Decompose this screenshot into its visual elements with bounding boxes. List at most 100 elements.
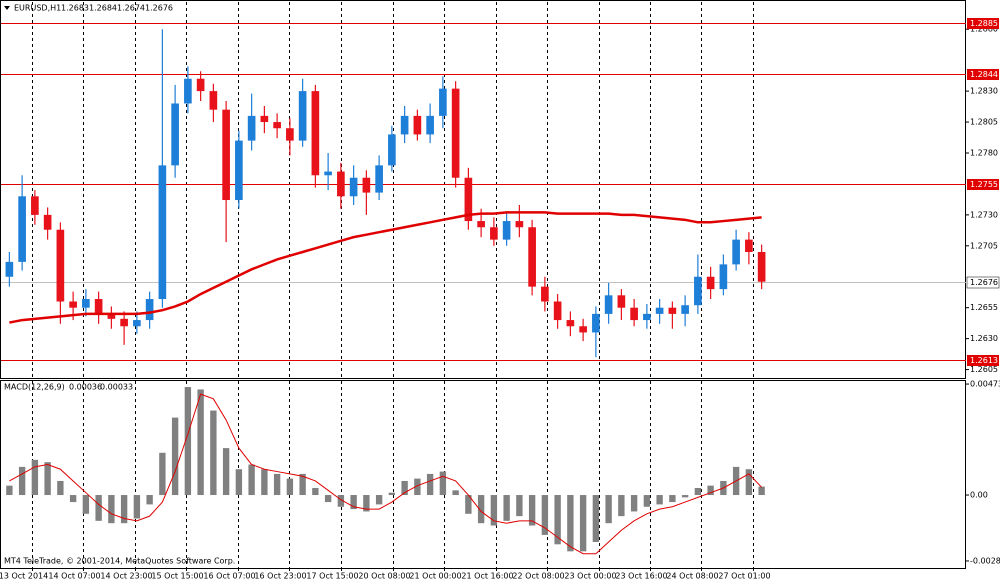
histogram-bar (401, 480, 408, 496)
y-tick-label: 1.2630 (970, 334, 998, 343)
y-tick-label: 1.2880 (970, 25, 998, 34)
histogram-bar (299, 473, 306, 496)
histogram-bar (477, 495, 485, 524)
histogram-bar (44, 462, 51, 496)
y-tick-label: 1.2605 (970, 365, 998, 374)
histogram-bar (184, 387, 192, 496)
candle-body (541, 286, 549, 302)
candle-body (426, 115, 434, 135)
candle-body (56, 229, 65, 302)
candle-body (235, 140, 243, 201)
x-tick-label: 21 Oct 00:00 (409, 572, 461, 581)
candle-body (388, 134, 396, 166)
bid-label-box (966, 276, 1000, 289)
candle-body (31, 196, 39, 215)
candle-body (311, 91, 320, 176)
signal-value: 0.00033 (100, 383, 133, 392)
candle-body (43, 214, 52, 230)
candle-body (184, 78, 192, 104)
histogram-bar (656, 495, 663, 505)
level-label-box (967, 18, 999, 29)
histogram-bar (465, 495, 472, 514)
histogram-bar (516, 495, 523, 517)
histogram-bar (57, 480, 64, 496)
macd-title: MACD(12,26,9) (4, 383, 65, 392)
candle-body (732, 239, 740, 265)
histogram-bar (197, 389, 204, 496)
histogram-bar (579, 495, 587, 552)
candle-body (477, 221, 485, 228)
candle-body (617, 295, 626, 308)
candle-body (18, 196, 26, 262)
candle-body (400, 115, 409, 135)
candle-body (5, 261, 14, 277)
candle-body (349, 177, 358, 197)
histogram-bar (337, 495, 345, 507)
candle-body (451, 88, 460, 178)
candle-body (273, 122, 281, 129)
histogram-bar (6, 485, 13, 496)
candle-body (706, 276, 715, 290)
x-tick-label: 21 Oct 16:00 (461, 572, 513, 581)
candle-body (375, 165, 383, 193)
candle-body (528, 227, 536, 287)
macd-panel-frame (0, 380, 966, 569)
histogram-bar (439, 471, 447, 496)
histogram-bar (31, 459, 39, 496)
x-tick-label: 24 Oct 08:00 (666, 572, 718, 581)
y-tick-label: 0.00 (970, 491, 988, 500)
candle-body (464, 177, 473, 222)
histogram-bar (426, 473, 434, 496)
histogram-bar (210, 410, 217, 496)
histogram-bar (286, 478, 294, 496)
x-tick-label: 23 Oct 00:00 (564, 572, 616, 581)
histogram-bar (375, 495, 383, 505)
histogram-bar (567, 495, 574, 552)
histogram-bar (745, 469, 753, 496)
histogram-bar (388, 492, 396, 496)
histogram-bar (312, 487, 319, 496)
price-panel-frame (0, 0, 966, 379)
candle-body (260, 115, 269, 123)
histogram-bar (248, 464, 255, 496)
bid-label: 1.2676 (970, 278, 998, 287)
x-tick-label: 16 Oct 07:00 (203, 572, 255, 581)
y-tick-label: 1.2730 (970, 210, 998, 219)
histogram-bar (146, 495, 153, 505)
histogram-bar (669, 495, 676, 503)
candle-body (82, 299, 90, 308)
candle-body (120, 318, 128, 327)
candle-body (94, 299, 103, 314)
candle-body (286, 128, 294, 141)
quote-close: 1.2676 (145, 4, 173, 13)
histogram-bar (120, 495, 128, 524)
candle-body (222, 109, 230, 201)
histogram-bar (82, 495, 90, 514)
dropdown-icon[interactable] (4, 6, 10, 10)
candle-body (158, 165, 167, 300)
histogram-bar (261, 469, 268, 496)
level-label: 1.2885 (970, 19, 998, 28)
histogram-bar (643, 495, 651, 507)
histogram-bar (324, 495, 332, 503)
candle-body (553, 301, 562, 321)
candle-body (298, 91, 307, 141)
x-tick-label: 20 Oct 08:00 (358, 572, 410, 581)
x-tick-label: 13 Oct 2014 (0, 572, 48, 581)
candle-body (630, 307, 638, 321)
histogram-bar (133, 495, 141, 519)
x-tick-label: 14 Oct 07:00 (48, 572, 100, 581)
histogram-bar (273, 473, 281, 496)
histogram-bar (630, 495, 638, 512)
candle-body (439, 88, 447, 116)
level-label-box (967, 179, 999, 190)
histogram-bar (618, 495, 625, 517)
candle-body (745, 239, 753, 252)
quote-low: 1.2674 (117, 4, 145, 13)
histogram-bar (350, 495, 357, 510)
histogram-bar (541, 495, 549, 535)
level-label: 1.2613 (970, 356, 998, 365)
